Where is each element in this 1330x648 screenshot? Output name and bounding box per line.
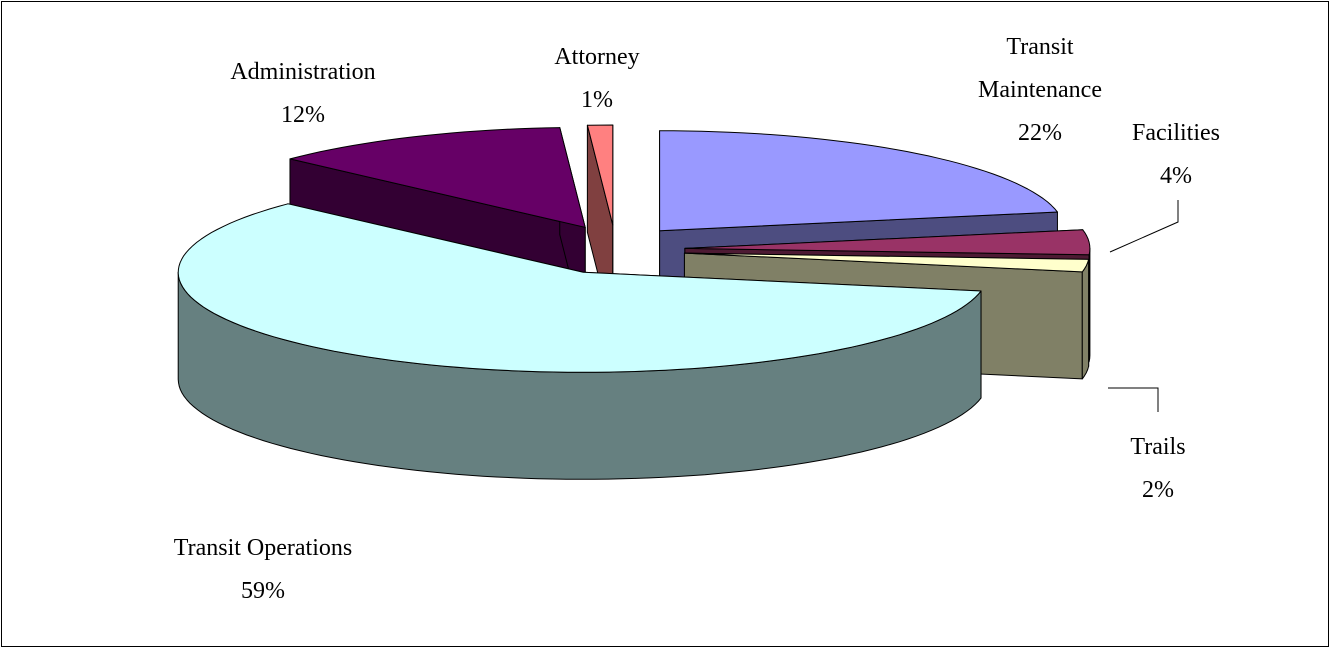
label-value: 22% [1018,120,1062,146]
label-value: 59% [241,578,285,604]
label-value: 12% [281,102,325,128]
data-label: Transit Maintenance 22% [955,26,1125,155]
slice-top [684,229,1091,256]
data-label: Transit Operations 59% [113,527,413,613]
label-value: 4% [1160,163,1192,189]
leader-line [1108,387,1159,412]
label-value: 1% [581,87,613,113]
leader-line [1109,200,1179,253]
slice-top [289,127,586,228]
slice-top [586,124,614,226]
data-label: Attorney 1% [527,36,667,122]
slice-top [177,203,982,373]
label-category: Trails [1130,434,1186,460]
data-label: Trails 2% [1098,426,1218,512]
slice-top [683,252,1090,273]
data-label: Administration 12% [193,51,413,137]
slice-top [659,130,1058,232]
label-category: Administration [230,59,376,85]
label-value: 2% [1142,477,1174,503]
label-category: Facilities [1132,120,1220,146]
pie [177,124,1091,480]
label-category: Attorney [554,44,640,70]
label-category: Transit Maintenance [978,34,1102,103]
label-category: Transit Operations [173,535,353,561]
slice-outer-wall [1088,247,1091,363]
data-label: Facilities 4% [1106,112,1246,198]
slice-outer-wall [1081,258,1090,380]
